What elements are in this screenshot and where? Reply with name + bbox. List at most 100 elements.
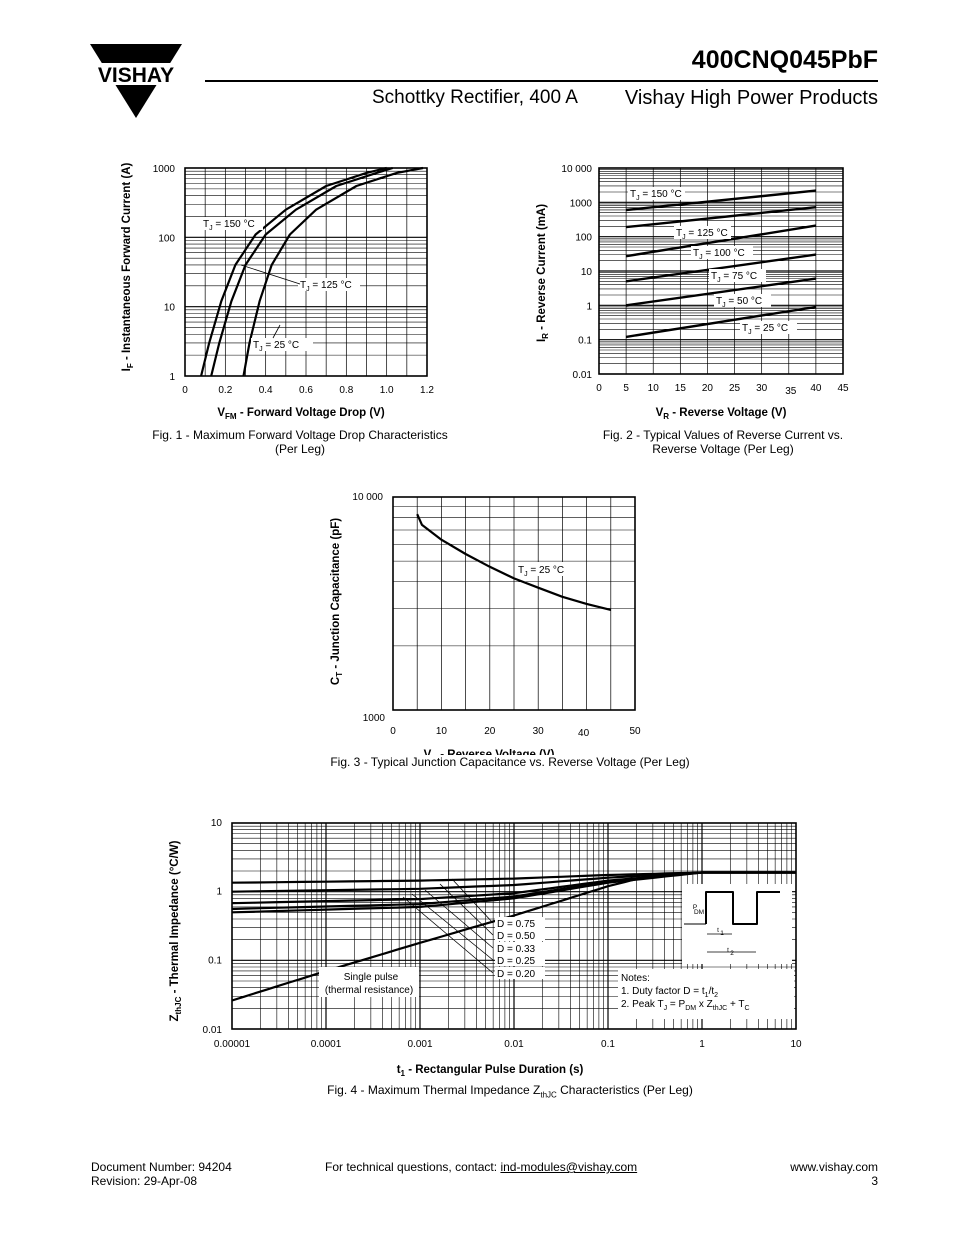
single-pulse-label: Single pulse [344,972,399,983]
vishay-logo: VISHAY [88,44,184,118]
x-tick-label: 1 [699,1039,705,1050]
note-2: 2. Peak TJ = PDM x ZthJC + TC [621,999,750,1012]
x-tick-label: 20 [484,726,496,737]
leader-line [411,893,494,961]
pdm-label: P [693,904,697,911]
y-tick-label: 1 [216,887,222,898]
label-bg [319,967,419,997]
x-tick-label: 45 [837,383,849,394]
label-bg [740,321,797,334]
x-tick-label: 30 [533,726,545,737]
notes-title: Notes: [621,973,650,984]
series-line-0 [416,513,612,611]
x-tick-label: 40 [578,728,590,739]
y-tick-label: 10 000 [352,492,383,503]
y-tick-label: 10 [164,303,176,314]
label-bg [691,246,753,259]
series-label: TJ = 75 °C [711,271,757,284]
y-tick-label: 0.1 [208,955,222,966]
doc-number: Document Number: 94204 [91,1160,232,1174]
series-line-1 [625,206,817,229]
x-tick-label: 10 [648,383,660,394]
header-rule [205,80,878,82]
plot-frame [231,822,797,1030]
t2-label: 2 [730,950,734,957]
label-bg [495,967,545,979]
footer-document-info: Document Number: 94204 Revision: 29-Apr-… [91,1160,232,1188]
y-tick-label: 10 [581,267,593,278]
label-bg [628,187,685,200]
series-line-0 [625,189,817,212]
leader-line [240,264,301,285]
figure-3-caption: Fig. 3 - Typical Junction Capacitance vs… [330,755,690,769]
plot-frame [184,167,428,377]
figure-4-thermal-impedance: 0.00001 0.0001 0.001 0.01 0.1 1 10 0.01 0.1 1 10 D … [169,818,802,1077]
series-label: TJ = 125 °C [300,280,352,293]
y-axis-label: ZthJC - Thermal Impedance (°C/W) [169,840,183,1021]
series-line-5 [625,305,817,339]
series-label: TJ = 25 °C [742,323,788,336]
x-axis-label: VFM - Forward Voltage Drop (V) [217,407,384,421]
footer-site: www.vishay.com 3 [790,1160,878,1188]
single-pulse-label: (thermal resistance) [325,985,413,996]
x-axis-label: t1 - Rectangular Pulse Duration (s) [397,1064,584,1077]
notes-bg [618,969,794,1019]
series-label: TJ = 150 °C [630,189,682,202]
label-bg [495,942,545,954]
logo-text: VISHAY [98,64,174,87]
division: Vishay High Power Products [624,87,878,109]
y-tick-label: 1000 [153,164,176,175]
series-line-2 [625,224,817,258]
plot-frame [392,496,636,711]
duty-label: D = 0.50 [497,931,536,942]
x-tick-label: 15 [675,383,687,394]
x-tick-label: 0.4 [259,385,273,396]
y-tick-label: 1000 [363,713,386,724]
plot-frame [598,167,844,375]
website: www.vishay.com [790,1160,878,1174]
label-bg [709,269,766,282]
t1-label: 1 [720,930,724,937]
series-label: TJ = 25 °C [518,565,564,578]
contact-email-link[interactable]: ind-modules@vishay.com [500,1160,638,1174]
series-label: TJ = 100 °C [693,248,745,261]
y-axis-label: IF - Instantaneous Forward Current (A) [121,162,135,371]
y-tick-label: 0.1 [578,336,592,347]
x-tick-label: 5 [623,383,629,394]
label-bg [495,929,545,941]
y-tick-label: 1000 [570,198,593,209]
subtitle: Schottky Rectifier, 400 A [372,87,578,108]
x-tick-label: 30 [756,383,768,394]
y-tick-label: 100 [158,233,175,244]
series-label: TJ = 150 °C [203,219,255,232]
x-tick-label: 50 [629,726,641,737]
y-tick-label: 10 [211,818,223,829]
figure-2-reverse-current: 0 5 10 15 20 25 30 35 40 45 0.01 0.1 1 10 100 1000 10 00… [536,164,849,421]
note-1: 1. Duty factor D = t1/t2 [621,986,718,999]
pdm-label: DM [694,909,704,916]
x-tick-label: 0.00001 [214,1039,251,1050]
leader-line [402,896,494,974]
page-number: 3 [871,1174,878,1188]
series-label: TJ = 125 °C [676,228,728,241]
leader-line [451,878,494,924]
y-axis-label: CT - Junction Capacitance (pF) [330,518,344,685]
x-tick-label: 0.6 [299,385,313,396]
series-line-2 [242,166,424,377]
label-bg [495,917,545,929]
figure-3-junction-capacitance: 0 10 20 30 40 50 1000 10 000 TJ = 25 °C VR - Reve… [330,492,641,755]
x-tick-label: 0.2 [218,385,232,396]
label-bg [298,278,360,291]
duty-label: D = 0.20 [497,969,536,980]
label-bg [251,338,313,351]
figure-4-caption: Fig. 4 - Maximum Thermal Impedance ZthJC… [327,1083,693,1100]
x-tick-label: 10 [436,726,448,737]
y-tick-label: 0.01 [573,370,593,381]
x-tick-label: 35 [785,386,797,397]
x-tick-label: 0.01 [504,1039,524,1050]
label-bg [714,294,771,307]
y-tick-label: 1 [586,301,592,312]
y-axis-label: IR - Reverse Current (mA) [536,204,550,342]
footer-contact: For technical questions, contact: ind-mo… [325,1160,638,1174]
x-tick-label: 1.2 [420,385,434,396]
